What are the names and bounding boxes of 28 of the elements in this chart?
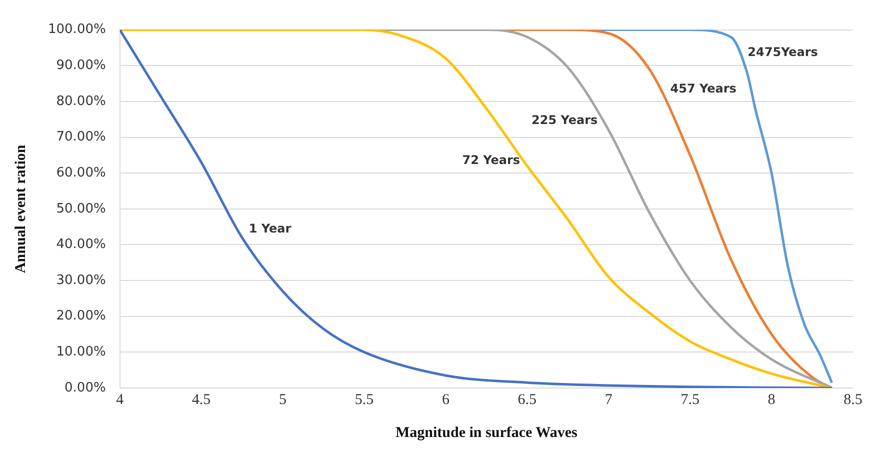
y-tick-label: 50.00% (56, 201, 106, 216)
y-tick-label: 20.00% (56, 308, 106, 324)
x-tick-label: 6 (442, 392, 450, 408)
y-tick-label: 60.00% (56, 165, 106, 180)
series-label: 1 Year (248, 222, 292, 236)
x-tick-label: 8 (768, 392, 776, 408)
series-label: 2475Years (748, 45, 818, 60)
x-tick-label: 7 (604, 392, 613, 408)
y-tick-label: 100.00% (48, 22, 106, 38)
y-tick-label: 0.00% (64, 380, 106, 396)
y-tick-label: 30.00% (56, 272, 106, 288)
x-axis-title: Magnitude in surface Waves (396, 424, 578, 441)
series-label: 457 Years (670, 81, 736, 96)
x-tick-label: 4 (116, 392, 124, 408)
x-tick-label: 6.5 (518, 392, 537, 408)
x-tick-label: 4.5 (192, 392, 211, 408)
x-tick-label: 8.5 (844, 392, 862, 408)
series-label: 225 Years (532, 113, 598, 128)
y-tick-label: 90.00% (56, 58, 106, 73)
x-tick-label: 7.5 (680, 392, 700, 408)
y-tick-label: 10.00% (56, 344, 106, 360)
y-tick-label: 40.00% (56, 237, 106, 252)
series-label: 72 Years (462, 153, 520, 168)
y-tick-label: 80.00% (56, 94, 106, 109)
x-tick-label: 5.5 (354, 392, 374, 408)
y-axis-title: Annual event ration (12, 144, 29, 274)
x-tick-label: 5 (279, 392, 287, 408)
y-tick-label: 70.00% (56, 130, 106, 145)
